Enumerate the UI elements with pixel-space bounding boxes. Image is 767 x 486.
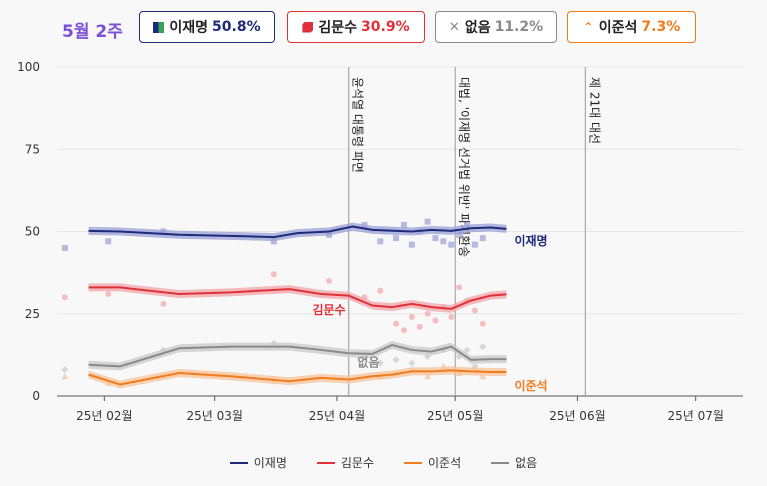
poll-point [432,317,439,324]
series-end-label: 이재명 [514,233,547,248]
poll-point [440,238,447,245]
poll-point [393,235,400,242]
poll-chart: 0 25 50 75 100 25년 02월 25년 03월 25년 04월 25년 05월 25… [17,60,743,423]
square-icon [153,21,165,33]
badge-candidate-1[interactable]: 이재명 50.8% [139,11,275,43]
y-tick-label: 0 [32,389,40,403]
y-tick-label: 25 [25,307,40,321]
x-tick-label: 25년 03월 [186,409,242,423]
poll-point [432,235,439,242]
poll-point [61,372,69,380]
legend-item[interactable]: 이재명 [229,454,287,471]
x-tick-label: 25년 02월 [76,409,132,423]
poll-point [456,284,463,291]
badge-candidate-2[interactable]: 김문수 30.9% [287,11,425,43]
series-line [88,343,507,368]
poll-point [479,343,487,351]
poll-point [408,359,416,367]
badge-name: 이재명 [169,20,209,36]
poll-point [270,238,277,245]
poll-point [424,310,431,317]
poll-point [400,327,407,334]
poll-point [424,218,431,225]
badge-value: 30.9% [361,19,410,35]
badge-candidate-3[interactable]: ⌃ 이준석 7.3% [567,11,696,43]
poll-point [377,238,384,245]
series-end-label: 없음 [357,354,379,369]
legend-line [316,461,335,464]
poll-point [61,294,68,301]
y-tick-label: 100 [17,60,40,74]
poll-point [376,359,384,367]
poll-point [408,241,415,248]
legend: 이재명 김문수 이준석 없음 [0,454,767,471]
poll-point [61,244,68,251]
legend-label: 이준석 [428,456,462,470]
x-tick-label: 25년 04월 [309,409,365,423]
x-tick-label: 25년 07월 [667,409,723,423]
poll-point [400,221,407,228]
legend-item[interactable]: 이준석 [404,454,461,471]
header: 5월 2주 이재명 50.8% 김문수 30.9% ✕ 없음 11.2% ⌃ 이… [0,11,767,45]
x-tick-label: 25년 06월 [549,409,605,423]
week-label: 5월 2주 [62,22,123,42]
y-tick-label: 50 [25,225,40,239]
poll-point [393,320,400,327]
poll-point [105,238,112,245]
poll-point [456,231,463,238]
legend-line [404,461,423,464]
badge-value: 11.2% [494,19,544,35]
series-end-label: 이준석 [514,378,547,393]
y-tick-label: 75 [25,142,40,156]
legend-label: 이재명 [253,456,287,470]
badge-none[interactable]: ✕ 없음 11.2% [435,11,557,43]
badge-name: 없음 [464,20,491,36]
event-label: 대법, '이재명 선거법 위반' 파기환송 [457,77,471,257]
poll-point [392,356,400,364]
poll-point [479,372,487,380]
hexagon-icon [302,21,314,33]
legend-line [229,461,248,464]
poll-point [471,307,478,314]
series-band [88,366,507,389]
poll-point [479,320,486,327]
poll-point [416,323,423,330]
series-line [88,286,507,310]
legend-label: 없음 [515,456,538,470]
poll-point [448,241,455,248]
legend-item[interactable]: 김문수 [316,454,375,471]
poll-point [326,277,333,284]
series-band [88,222,507,242]
x-icon: ✕ [448,19,460,35]
badge-name: 김문수 [318,20,358,36]
x-tick-label: 25년 05월 [427,409,483,423]
legend-item[interactable]: 없음 [491,454,537,471]
poll-point [424,372,432,380]
poll-point [270,271,277,278]
poll-point [61,366,69,374]
series-line [88,225,507,239]
poll-point [471,241,478,248]
chevron-up-icon: ⌃ [583,19,594,34]
legend-label: 김문수 [340,456,375,470]
poll-point [408,314,415,321]
poll-point [479,235,486,242]
poll-point [160,300,167,307]
poll-point [463,346,471,354]
series-line [88,369,507,386]
poll-point [105,291,112,298]
poll-point [377,287,384,294]
badge-name: 이준석 [598,20,638,36]
event-label: 제 21대 대선 [587,77,601,144]
badge-value: 7.3% [641,19,681,35]
event-label: 윤석열 대통령 파면 [351,77,365,173]
legend-line [491,461,510,464]
poll-point [448,314,455,321]
badge-value: 50.8% [212,19,261,35]
series-end-label: 김문수 [312,302,345,317]
